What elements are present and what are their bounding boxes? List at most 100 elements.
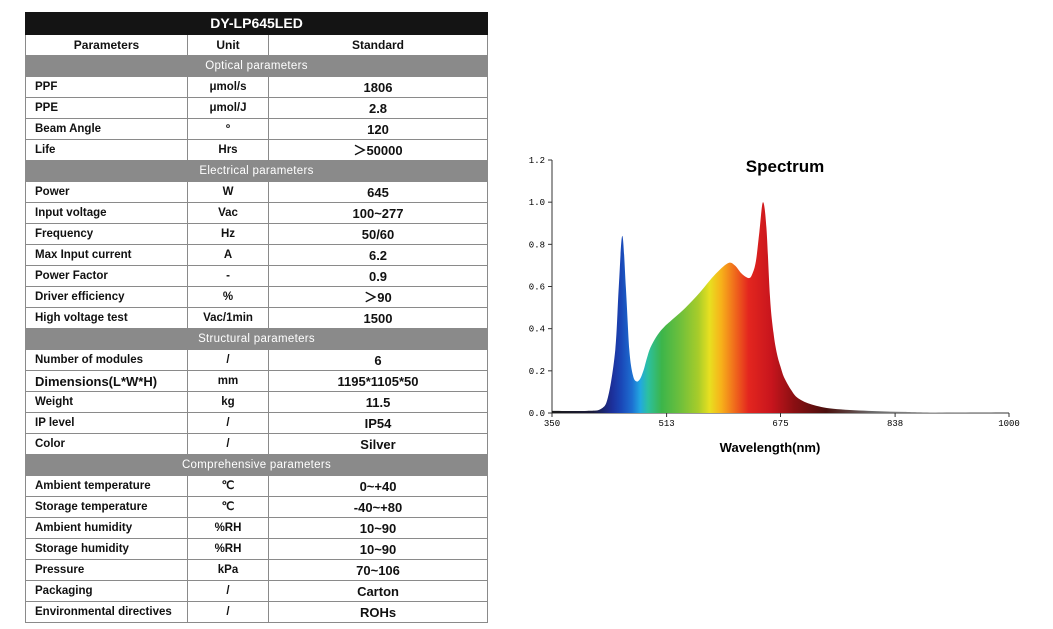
cell-parameter: Dimensions(L*W*H) [25,370,188,392]
section-header-row: Electrical parameters [24,160,489,182]
cell-unit: / [187,412,269,434]
table-row: PPF μmol/s 1806 [25,76,489,98]
section-header-row: Comprehensive parameters [24,454,489,476]
cell-parameter: Power [25,181,188,203]
cell-parameter: Life [25,139,188,161]
cell-unit: / [187,601,269,623]
cell-standard: ROHs [267,601,489,623]
table-row: Storage humidity %RH 10~90 [25,538,489,560]
table-row: Max Input current A 6.2 [25,244,489,266]
table-row: High voltage test Vac/1min 1500 [25,307,489,329]
cell-parameter: Ambient humidity [25,517,188,539]
table-row: Life Hrs ＞50000 [25,139,489,161]
x-ticks: 350 513 675 838 1000 [544,413,1020,429]
cell-parameter: Driver efficiency [25,286,188,308]
cell-parameter: Power Factor [25,265,188,287]
table-row: Dimensions(L*W*H) mm 1195*1105*50 [25,370,489,392]
table-row: Storage temperature ℃ -40~+80 [25,496,489,518]
y-tick-label: 0.4 [529,325,545,335]
cell-standard: 10~90 [267,538,489,560]
cell-unit: mm [187,370,269,392]
spec-table: DY-LP645LED Parameters Unit Standard Opt… [24,12,489,623]
table-row: Weight kg 11.5 [25,391,489,413]
cell-parameter: Storage humidity [25,538,188,560]
cell-parameter: PPE [25,97,188,119]
spectrum-chart: Spectrum 0.0 0.2 0.4 0.6 0.8 1.0 1.2 350 513 675… [529,156,1020,455]
cell-parameter: Weight [25,391,188,413]
cell-unit: / [187,349,269,371]
section-header-row: Structural parameters [24,328,489,350]
cell-parameter: Beam Angle [25,118,188,140]
table-row: Power W 645 [25,181,489,203]
x-tick-label: 675 [772,419,788,429]
x-tick-label: 350 [544,419,560,429]
cell-unit: W [187,181,269,203]
cell-unit: kg [187,391,269,413]
x-axis-label: Wavelength(nm) [720,440,821,455]
cell-unit: ℃ [187,475,269,497]
section-title: Optical parameters [24,55,489,77]
table-row: Environmental directives / ROHs [25,601,489,623]
cell-standard: Carton [267,580,489,602]
y-tick-label: 1.0 [529,198,545,208]
cell-standard: ＞90 [267,286,489,308]
table-row: Beam Angle º 120 [25,118,489,140]
cell-standard: 6.2 [267,244,489,266]
cell-standard: 10~90 [267,517,489,539]
table-title-row: DY-LP645LED [24,12,489,35]
x-tick-label: 513 [659,419,675,429]
section-title: Structural parameters [24,328,489,350]
cell-unit: Hz [187,223,269,245]
table-row: Color / Silver [25,433,489,455]
cell-standard: 6 [267,349,489,371]
cell-unit: %RH [187,517,269,539]
header-parameters: Parameters [25,34,188,56]
cell-unit: μmol/s [187,76,269,98]
cell-standard: 645 [267,181,489,203]
cell-parameter: PPF [25,76,188,98]
table-row: Ambient temperature ℃ 0~+40 [25,475,489,497]
cell-unit: A [187,244,269,266]
cell-unit: Vac [187,202,269,224]
cell-parameter: IP level [25,412,188,434]
cell-standard: 70~106 [267,559,489,581]
spectrum-area [552,202,1009,413]
cell-parameter: Input voltage [25,202,188,224]
chart-title: Spectrum [746,157,824,176]
table-row: PPE μmol/J 2.8 [25,97,489,119]
x-tick-label: 838 [887,419,903,429]
cell-standard: 11.5 [267,391,489,413]
table-row: Driver efficiency% ＞90 [25,286,489,308]
cell-unit: kPa [187,559,269,581]
y-tick-label: 0.6 [529,283,545,293]
cell-parameter: Packaging [25,580,188,602]
cell-standard: -40~+80 [267,496,489,518]
cell-standard: 50/60 [267,223,489,245]
cell-unit: ℃ [187,496,269,518]
cell-unit: Vac/1min [187,307,269,329]
cell-standard: 120 [267,118,489,140]
cell-parameter: Color [25,433,188,455]
cell-parameter: Number of modules [25,349,188,371]
table-row: Packaging / Carton [25,580,489,602]
table-row: Number of modules/6 [25,349,489,371]
cell-standard: 0~+40 [267,475,489,497]
cell-unit: / [187,580,269,602]
x-tick-label: 1000 [998,419,1020,429]
table-row: Power Factor -0.9 [25,265,489,287]
y-tick-label: 1.2 [529,156,545,166]
cell-standard: 1806 [267,76,489,98]
y-ticks: 0.0 0.2 0.4 0.6 0.8 1.0 1.2 [529,156,552,419]
table-row: IP level / IP54 [25,412,489,434]
section-header-row: Optical parameters [24,55,489,77]
cell-parameter: Frequency [25,223,188,245]
spec-table-body: DY-LP645LED Parameters Unit Standard Opt… [24,12,489,623]
y-tick-label: 0.0 [529,409,545,419]
y-tick-label: 0.8 [529,240,545,250]
cell-standard: 1500 [267,307,489,329]
section-title: Electrical parameters [24,160,489,182]
cell-unit: / [187,433,269,455]
table-row: Input voltage Vac 100~277 [25,202,489,224]
cell-unit: % [187,286,269,308]
table-header-row: Parameters Unit Standard [25,34,489,56]
